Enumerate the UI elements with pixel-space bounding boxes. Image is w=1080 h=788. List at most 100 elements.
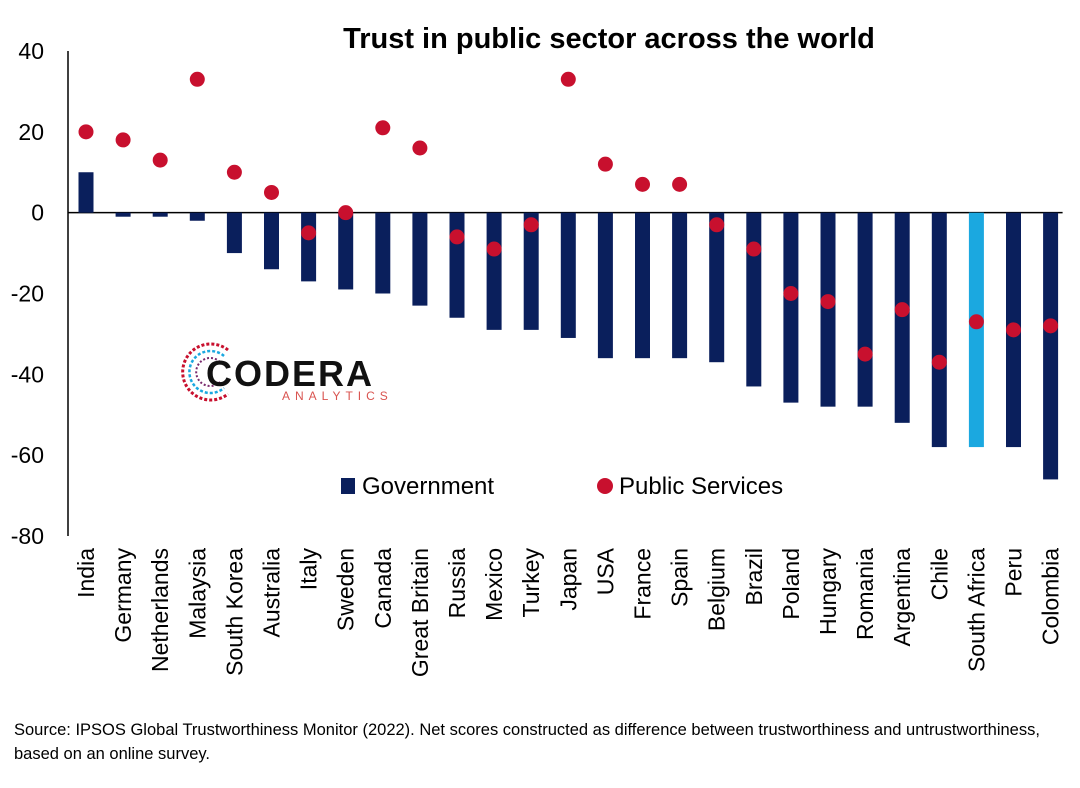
point-public-services-japan bbox=[560, 71, 576, 87]
legend-government-label: Government bbox=[362, 473, 494, 500]
x-tick-label: Canada bbox=[370, 548, 396, 629]
legend-public-services-swatch bbox=[597, 478, 613, 494]
bar-government-great-britain bbox=[412, 212, 428, 306]
x-tick-label: Brazil bbox=[741, 548, 767, 606]
point-public-services-belgium bbox=[709, 217, 725, 233]
bar-government-australia bbox=[264, 212, 279, 270]
x-tick-label: Malaysia bbox=[184, 548, 210, 639]
y-axis-tick-labels: 40 20 0 -20 -40 -60 -80 bbox=[11, 38, 44, 549]
point-public-services-germany bbox=[115, 132, 131, 148]
bar-government-russia bbox=[449, 212, 465, 318]
codera-logo-mark-icon bbox=[181, 342, 229, 402]
y-tick-label: -80 bbox=[11, 523, 44, 549]
public-services-points bbox=[78, 71, 1059, 370]
point-public-services-australia bbox=[264, 184, 279, 200]
point-public-services-mexico bbox=[486, 241, 502, 257]
x-tick-label: Belgium bbox=[704, 548, 730, 631]
government-bars bbox=[78, 172, 1059, 480]
x-tick-label: South Africa bbox=[963, 548, 989, 672]
bar-government-italy bbox=[301, 212, 317, 282]
x-tick-label: Spain bbox=[667, 548, 693, 607]
point-public-services-malaysia bbox=[189, 71, 205, 87]
x-tick-label: Turkey bbox=[518, 548, 544, 618]
bar-government-romania bbox=[857, 212, 873, 407]
x-tick-label: Russia bbox=[444, 548, 470, 619]
x-tick-label: USA bbox=[592, 547, 618, 595]
point-public-services-south-korea bbox=[226, 164, 242, 180]
x-tick-label: Australia bbox=[259, 548, 285, 638]
point-public-services-italy bbox=[301, 225, 317, 241]
point-public-services-great-britain bbox=[412, 140, 428, 156]
point-public-services-france bbox=[635, 176, 650, 192]
point-public-services-colombia bbox=[1043, 318, 1059, 334]
x-tick-label: Romania bbox=[852, 548, 878, 640]
bar-government-usa bbox=[597, 212, 613, 359]
bar-government-brazil bbox=[746, 212, 762, 387]
x-tick-label: Sweden bbox=[333, 548, 359, 631]
y-tick-label: -40 bbox=[11, 361, 44, 387]
logo-subtitle: ANALYTICS bbox=[282, 389, 393, 403]
point-public-services-brazil bbox=[746, 241, 762, 257]
point-public-services-usa bbox=[597, 156, 613, 172]
bar-government-hungary bbox=[820, 212, 836, 407]
x-tick-label: India bbox=[73, 548, 99, 598]
point-public-services-canada bbox=[375, 120, 391, 136]
point-public-services-argentina bbox=[894, 302, 910, 318]
y-tick-label: -60 bbox=[11, 442, 44, 468]
bar-government-netherlands bbox=[152, 212, 168, 217]
x-tick-label: Hungary bbox=[815, 548, 841, 635]
x-tick-label: Japan bbox=[555, 548, 581, 611]
point-public-services-poland bbox=[783, 286, 799, 301]
bar-government-argentina bbox=[894, 212, 910, 423]
x-tick-label: Italy bbox=[296, 548, 322, 591]
bar-government-spain bbox=[672, 212, 688, 359]
y-tick-label: 40 bbox=[18, 38, 44, 64]
codera-logo: CODERA ANALYTICS bbox=[181, 342, 393, 403]
bar-government-south-korea bbox=[226, 212, 242, 254]
bar-government-malaysia bbox=[189, 212, 205, 221]
point-public-services-turkey bbox=[523, 217, 539, 233]
y-tick-label: 20 bbox=[18, 119, 44, 145]
x-tick-label: Mexico bbox=[481, 548, 507, 621]
x-tick-label: Great Britain bbox=[407, 548, 433, 677]
source-note: Source: IPSOS Global Trustworthiness Mon… bbox=[14, 721, 1040, 763]
x-axis-tick-labels: India Germany Netherlands Malaysia South Kor… bbox=[73, 547, 1064, 677]
x-tick-label: Chile bbox=[926, 548, 952, 600]
x-tick-label: Germany bbox=[110, 548, 136, 643]
point-public-services-russia bbox=[449, 229, 465, 245]
point-public-services-south-africa bbox=[968, 314, 984, 330]
x-tick-label: France bbox=[630, 548, 656, 620]
x-tick-label: Peru bbox=[1001, 548, 1027, 597]
legend: Government Public Services bbox=[341, 473, 783, 500]
bar-government-canada bbox=[375, 212, 391, 294]
bar-government-belgium bbox=[709, 212, 725, 363]
logo-name: CODERA bbox=[206, 353, 374, 394]
point-public-services-sweden bbox=[338, 205, 354, 221]
chart-title: Trust in public sector across the world bbox=[343, 23, 875, 55]
bar-government-poland bbox=[783, 212, 799, 403]
x-tick-label: Netherlands bbox=[147, 548, 173, 672]
legend-public-services-label: Public Services bbox=[619, 473, 783, 500]
point-public-services-peru bbox=[1006, 322, 1021, 338]
bar-government-south-africa bbox=[968, 212, 984, 448]
point-public-services-hungary bbox=[820, 294, 836, 310]
bar-government-japan bbox=[560, 212, 576, 338]
point-public-services-chile bbox=[931, 354, 947, 370]
point-public-services-romania bbox=[857, 346, 873, 362]
bar-government-france bbox=[635, 212, 650, 359]
y-tick-label: -20 bbox=[11, 281, 44, 307]
bar-government-germany bbox=[115, 212, 131, 217]
y-tick-label: 0 bbox=[31, 200, 44, 226]
x-tick-label: Poland bbox=[778, 548, 804, 620]
x-tick-label: South Korea bbox=[221, 548, 247, 676]
point-public-services-spain bbox=[672, 176, 688, 192]
point-public-services-netherlands bbox=[152, 152, 168, 168]
bar-government-sweden bbox=[338, 212, 354, 290]
bar-government-india bbox=[78, 172, 94, 213]
bar-government-chile bbox=[931, 212, 947, 448]
legend-government-swatch bbox=[341, 478, 355, 494]
bar-government-turkey bbox=[523, 212, 539, 330]
x-tick-label: Argentina bbox=[889, 548, 915, 647]
x-tick-label: Colombia bbox=[1038, 548, 1064, 645]
